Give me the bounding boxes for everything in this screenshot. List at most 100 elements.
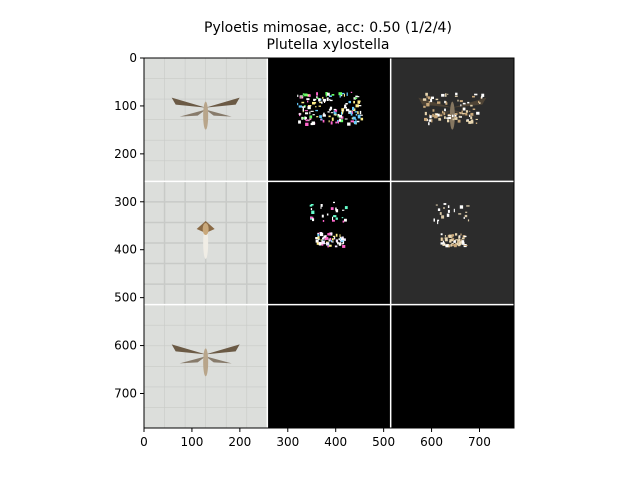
saliency-pixel — [461, 237, 465, 240]
saliency-pixel — [324, 236, 329, 240]
saliency-pixel — [330, 121, 333, 125]
saliency-pixel — [329, 99, 333, 102]
saliency-pixel — [452, 118, 454, 121]
saliency-pixel — [450, 244, 452, 247]
moth-wing — [205, 97, 240, 108]
saliency-pixel — [330, 239, 332, 242]
x-tick-label: 400 — [324, 435, 347, 449]
saliency-pixel — [347, 122, 351, 126]
saliency-pixel — [352, 106, 355, 111]
saliency-pixel — [302, 106, 306, 108]
saliency-pixel — [425, 92, 428, 96]
saliency-pixel — [331, 241, 334, 243]
saliency-pixel — [481, 93, 485, 97]
saliency-pixel — [467, 101, 470, 104]
saliency-pixel — [469, 110, 471, 112]
saliency-pixel — [449, 241, 452, 243]
panel-photo — [144, 58, 268, 182]
saliency-pixel — [305, 112, 309, 115]
saliency-pixel — [357, 115, 361, 119]
saliency-pixel — [316, 92, 318, 96]
y-tick-label: 100 — [114, 99, 137, 113]
saliency-pixel — [322, 98, 326, 102]
saliency-pixel — [466, 120, 469, 122]
saliency-pixel — [331, 94, 335, 96]
saliency-pixel — [340, 238, 345, 241]
saliency-pixel — [327, 233, 331, 236]
saliency-pixel — [327, 92, 330, 96]
saliency-pixel — [309, 204, 313, 207]
saliency-pixel — [441, 93, 445, 97]
saliency-pixel — [323, 235, 326, 238]
y-tick-label: 400 — [114, 243, 137, 257]
saliency-pixel — [343, 107, 347, 109]
saliency-pixel — [443, 207, 445, 209]
saliency-pixel — [322, 114, 326, 117]
saliency-pixel — [324, 100, 326, 103]
saliency-pixel — [328, 238, 330, 241]
saliency-pixel — [335, 207, 337, 211]
saliency-pixel — [463, 237, 465, 239]
saliency-pixel — [454, 113, 457, 118]
saliency-pixel — [454, 113, 458, 115]
saliency-pixel — [297, 94, 299, 97]
x-axis: 0 100 200 300 400 500 600 700 — [140, 428, 491, 449]
saliency-pixel — [329, 95, 332, 97]
saliency-pixel — [470, 120, 474, 124]
saliency-pixel — [333, 215, 337, 218]
saliency-pixel — [437, 220, 439, 225]
saliency-pixel — [298, 120, 301, 124]
panel-overlay — [390, 181, 514, 305]
saliency-pixel — [338, 238, 341, 240]
saliency-pixel — [315, 237, 318, 240]
saliency-pixel — [345, 108, 350, 112]
x-tick-label: 300 — [276, 435, 299, 449]
saliency-pixel — [459, 205, 464, 209]
image-grid — [144, 58, 514, 428]
saliency-pixel — [310, 216, 314, 219]
saliency-pixel — [448, 117, 451, 119]
saliency-pixel — [334, 109, 338, 112]
saliency-pixel — [342, 220, 345, 223]
saliency-pixel — [298, 105, 303, 108]
saliency-pixel — [441, 237, 443, 241]
saliency-pixel — [444, 235, 446, 237]
saliency-pixel — [342, 245, 346, 248]
saliency-pixel — [331, 117, 334, 121]
saliency-pixel — [302, 117, 305, 119]
panel-saliency — [267, 181, 391, 305]
saliency-pixel — [348, 110, 352, 114]
saliency-pixel — [340, 239, 345, 243]
saliency-pixel — [437, 219, 440, 222]
saliency-pixel — [455, 243, 459, 246]
saliency-pixel — [346, 92, 348, 96]
saliency-pixel — [343, 93, 345, 97]
saliency-pixel — [472, 108, 476, 110]
panel-photo — [144, 304, 268, 428]
panel-overlay — [390, 58, 514, 182]
saliency-pixel — [354, 97, 358, 99]
saliency-pixel — [459, 100, 463, 103]
saliency-pixel — [329, 98, 331, 101]
saliency-pixel — [307, 105, 311, 110]
saliency-pixel — [315, 106, 317, 108]
x-tick-label: 100 — [180, 435, 203, 449]
saliency-pixel — [445, 101, 447, 103]
saliency-pixel — [316, 242, 319, 245]
saliency-pixel — [360, 117, 364, 121]
saliency-pixel — [438, 114, 443, 117]
saliency-pixel — [458, 242, 462, 246]
saliency-pixel — [358, 105, 362, 107]
saliency-pixel — [454, 117, 458, 120]
saliency-pixel — [448, 234, 452, 238]
saliency-pixel — [332, 235, 335, 237]
saliency-pixel — [325, 93, 327, 97]
saliency-pixel — [460, 233, 462, 236]
saliency-pixel — [341, 111, 343, 115]
saliency-pixel — [341, 92, 345, 95]
saliency-pixel — [328, 120, 330, 123]
saliency-pixel — [307, 100, 309, 103]
saliency-pixel — [297, 102, 299, 106]
saliency-pixel — [447, 205, 450, 208]
